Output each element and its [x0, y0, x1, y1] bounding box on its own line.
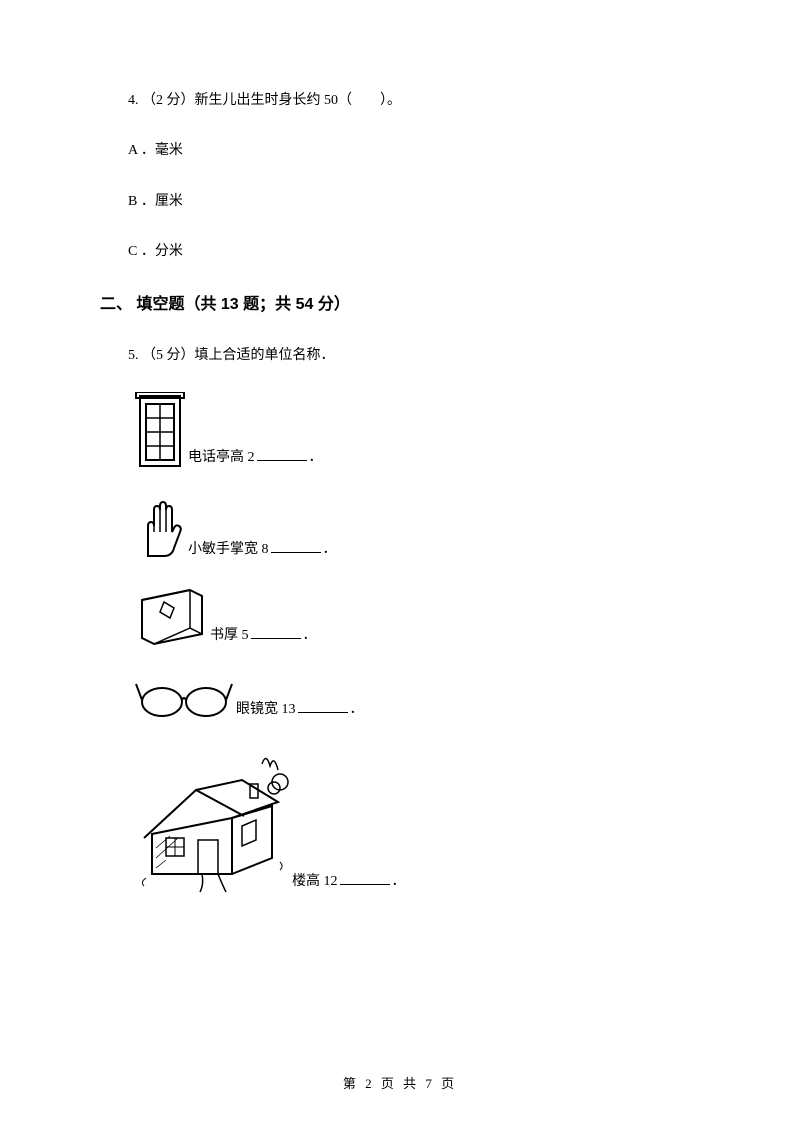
item-text-post: ．: [323, 539, 337, 561]
house-icon: [132, 744, 292, 894]
option-b: B ．厘米: [100, 191, 700, 213]
item-text: 书厚 5: [210, 625, 249, 647]
item-hand: 小敏手掌宽 8 ．: [100, 492, 700, 562]
item-text-post: ．: [309, 447, 323, 469]
item-text-post: ．: [350, 699, 364, 721]
item-glasses: 眼镜宽 13 ．: [100, 670, 700, 722]
item-text: 楼高 12: [292, 871, 338, 893]
phone-booth-icon: [132, 392, 188, 470]
item-text-post: ．: [303, 625, 317, 647]
hand-icon: [132, 492, 188, 562]
option-a: A ．毫米: [100, 140, 700, 162]
fill-blank[interactable]: [298, 699, 348, 713]
fill-blank[interactable]: [271, 539, 321, 553]
item-text: 小敏手掌宽 8: [188, 539, 269, 561]
question-5: 5. （5 分）填上合适的单位名称．: [100, 345, 700, 367]
item-book: 书厚 5 ．: [100, 584, 700, 648]
item-house: 楼高 12 ．: [100, 744, 700, 894]
option-c: C ．分米: [100, 241, 700, 263]
question-4: 4. （2 分）新生儿出生时身长约 50（ ）。: [100, 90, 700, 112]
item-text: 眼镜宽 13: [236, 699, 296, 721]
fill-blank[interactable]: [257, 447, 307, 461]
item-text-post: ．: [392, 871, 406, 893]
fill-blank[interactable]: [251, 625, 301, 639]
item-text: 电话亭高 2: [188, 447, 255, 469]
item-phone-booth: 电话亭高 2 ．: [100, 392, 700, 470]
glasses-icon: [132, 670, 236, 722]
book-icon: [132, 584, 210, 648]
page-footer: 第 2 页 共 7 页: [0, 1073, 800, 1092]
section-2-header: 二、 填空题（共 13 题；共 54 分）: [100, 292, 700, 318]
fill-blank[interactable]: [340, 871, 390, 885]
